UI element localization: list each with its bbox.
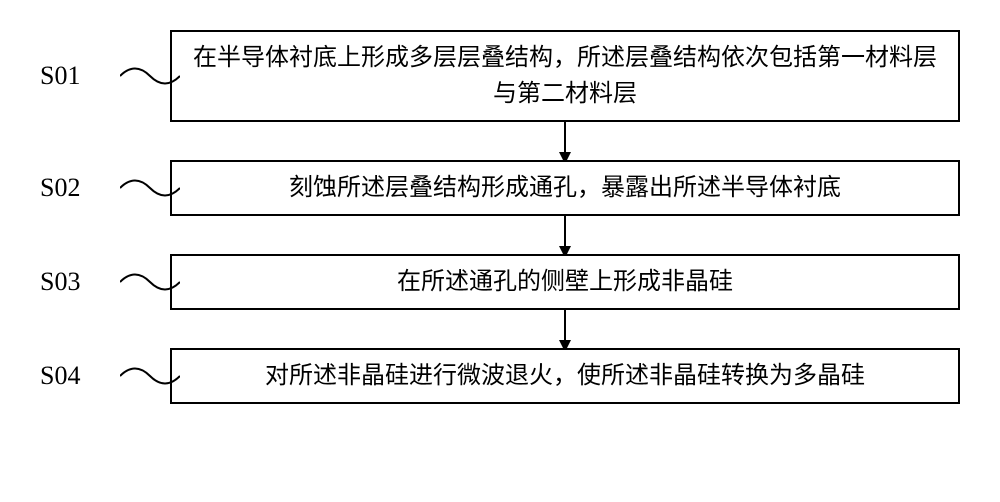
step-row-1: S01 在半导体衬底上形成多层层叠结构，所述层叠结构依次包括第一材料层与第二材料… (40, 30, 960, 122)
arrow-container-3 (40, 310, 960, 348)
step-row-2: S02 刻蚀所述层叠结构形成通孔，暴露出所述半导体衬底 (40, 160, 960, 216)
step-row-3: S03 在所述通孔的侧壁上形成非晶硅 (40, 254, 960, 310)
step-label-4: S04 (40, 361, 130, 391)
step-connector-2 (120, 173, 170, 203)
arrow-container-2 (40, 216, 960, 254)
step-box-4: 对所述非晶硅进行微波退火，使所述非晶硅转换为多晶硅 (170, 348, 960, 404)
step-box-2: 刻蚀所述层叠结构形成通孔，暴露出所述半导体衬底 (170, 160, 960, 216)
step-connector-4 (120, 361, 170, 391)
step-label-1: S01 (40, 61, 130, 91)
step-box-1: 在半导体衬底上形成多层层叠结构，所述层叠结构依次包括第一材料层与第二材料层 (170, 30, 960, 122)
arrow-2 (564, 216, 566, 254)
step-label-2: S02 (40, 173, 130, 203)
arrow-3 (564, 310, 566, 348)
step-row-4: S04 对所述非晶硅进行微波退火，使所述非晶硅转换为多晶硅 (40, 348, 960, 404)
step-box-3: 在所述通孔的侧壁上形成非晶硅 (170, 254, 960, 310)
arrow-1 (564, 122, 566, 160)
arrow-container-1 (40, 122, 960, 160)
step-connector-3 (120, 267, 170, 297)
step-label-3: S03 (40, 267, 130, 297)
step-connector-1 (120, 61, 170, 91)
flowchart-container: S01 在半导体衬底上形成多层层叠结构，所述层叠结构依次包括第一材料层与第二材料… (40, 30, 960, 404)
